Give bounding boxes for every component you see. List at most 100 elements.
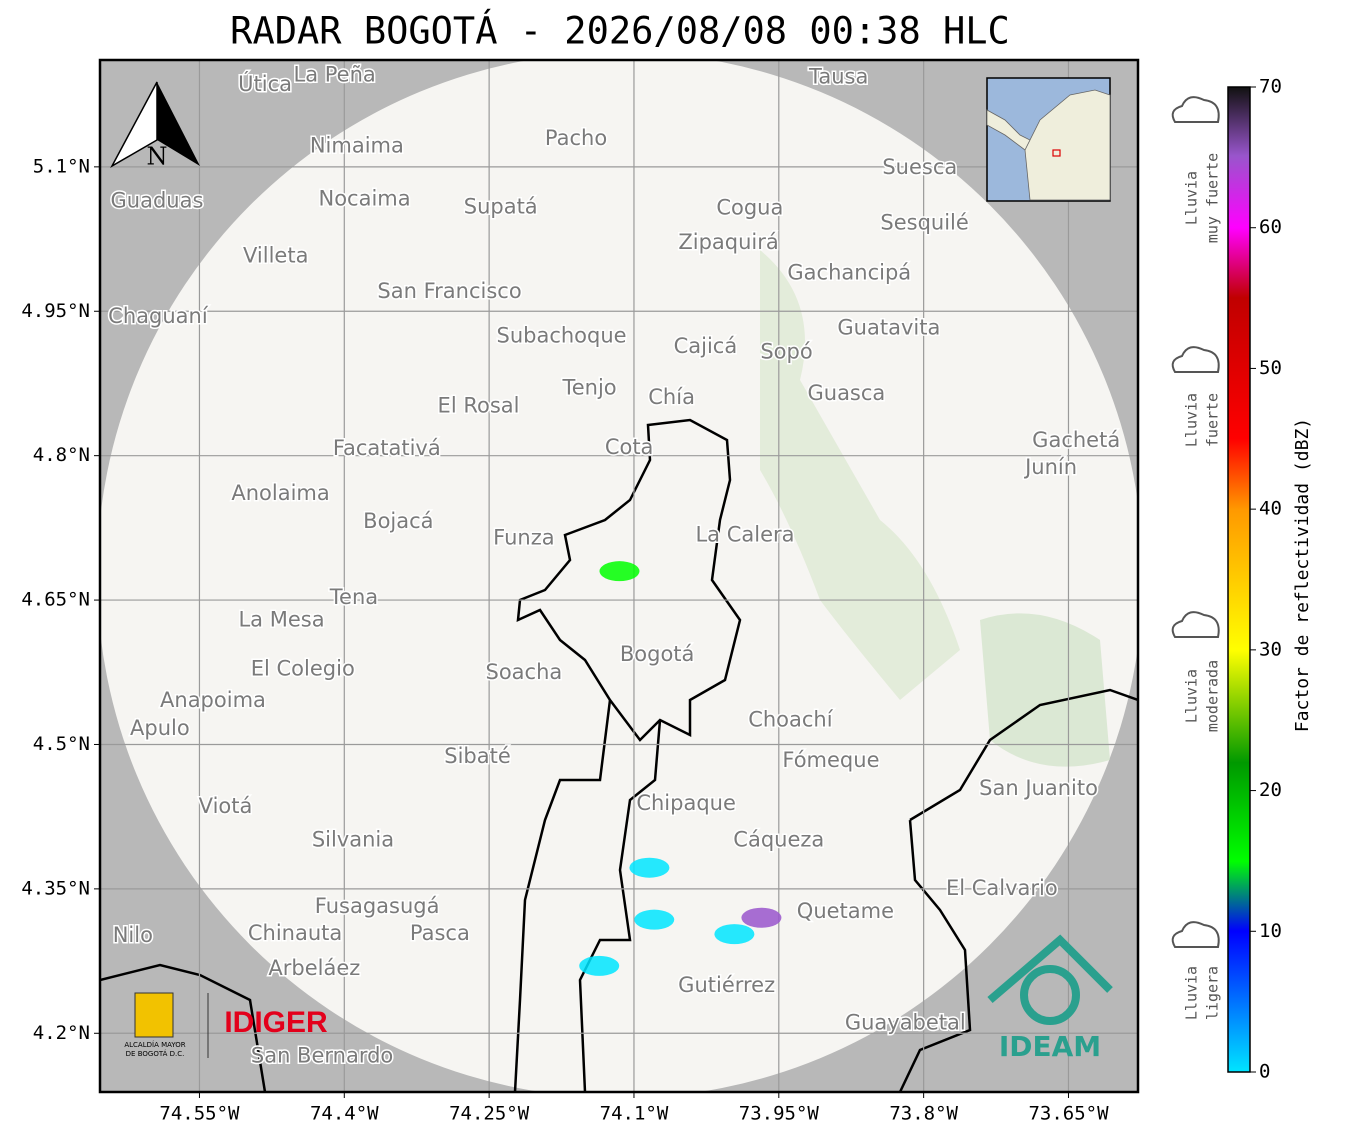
- place-label: Cogua: [716, 195, 783, 219]
- idiger-logo: IDIGER: [224, 1006, 328, 1039]
- colorbar-tick-label: 30: [1259, 638, 1282, 660]
- place-label: Apulo: [130, 716, 190, 740]
- place-label: Gachancipá: [787, 261, 911, 285]
- radar-echo: [579, 955, 620, 976]
- y-tick-label: 4.65°N: [21, 589, 90, 611]
- colorbar-tick-label: 70: [1259, 76, 1282, 98]
- place-label: Tenjo: [561, 375, 616, 399]
- place-label: Zipaquirá: [678, 230, 778, 254]
- rain-category-label: Lluvia: [1183, 393, 1201, 447]
- radar-echo: [714, 924, 755, 945]
- vegetation: [760, 250, 960, 700]
- radar-echo: [599, 561, 640, 582]
- colorbar: [1227, 86, 1251, 1073]
- place-label: Quetame: [797, 899, 894, 923]
- x-tick-label: 73.8°W: [889, 1103, 958, 1125]
- x-tick-label: 74.25°W: [449, 1103, 530, 1125]
- colorbar-tick-label: 20: [1259, 779, 1282, 801]
- place-label: Pacho: [545, 126, 607, 150]
- place-label: Fusagasugá: [315, 894, 440, 918]
- place-label: Villeta: [243, 243, 308, 267]
- place-label: Subachoque: [496, 323, 626, 347]
- colorbar-tick-label: 40: [1259, 498, 1282, 520]
- x-tick-label: 74.55°W: [159, 1103, 240, 1125]
- x-tick-label: 73.65°W: [1028, 1103, 1109, 1125]
- rain-category: Lluvia muy fuerte: [1171, 96, 1222, 243]
- radar-echo: [741, 907, 782, 928]
- ideam-logo: IDEAM: [999, 1030, 1101, 1063]
- place-label: La Peña: [294, 62, 376, 86]
- y-tick-label: 5.1°N: [33, 155, 90, 177]
- north-arrow-right: [157, 82, 200, 166]
- cloud-icon: [1171, 96, 1220, 123]
- y-tick-label: 4.8°N: [33, 444, 90, 466]
- rain-category-label: fuerte: [1204, 393, 1222, 447]
- place-label: Funza: [493, 525, 554, 549]
- x-tick-label: 74.1°W: [600, 1103, 669, 1125]
- rain-category: Lluvia ligera: [1171, 921, 1222, 1020]
- alcaldia-text: DE BOGOTÁ D.C.: [126, 1049, 185, 1058]
- north-label: N: [147, 143, 168, 171]
- place-label: Cajicá: [674, 334, 738, 358]
- district-border: [513, 699, 662, 1092]
- rain-category-label: Lluvia: [1183, 966, 1201, 1020]
- rain-category-label: Lluvia: [1183, 171, 1201, 225]
- inset-map: [986, 77, 1111, 202]
- inset-locator: [1052, 149, 1061, 157]
- rain-category-label: moderada: [1204, 660, 1222, 732]
- colorbar-tick-label: 0: [1259, 1061, 1270, 1083]
- rain-category-label: Lluvia: [1183, 669, 1201, 723]
- place-label: Nimaima: [310, 134, 404, 158]
- place-label: Gachetá: [1032, 428, 1120, 452]
- title: RADAR BOGOTÁ - 2026/08/08 00:38 HLC: [230, 9, 1010, 53]
- colorbar-label: Factor de reflectividad (dBZ): [1292, 418, 1313, 732]
- place-label: Sopó: [760, 340, 812, 364]
- place-label: Cáqueza: [733, 828, 824, 852]
- map: Útica La Peña Tausa Pacho Nimaima Guaduas Noca…: [100, 60, 1138, 1092]
- rain-category-label: ligera: [1204, 966, 1222, 1020]
- cloud-icon: [1171, 921, 1220, 948]
- radar-echo: [629, 857, 670, 878]
- place-label: La Mesa: [238, 607, 324, 631]
- place-label: Útica: [238, 71, 292, 96]
- place-label: Junín: [1023, 455, 1077, 479]
- department-border: [898, 688, 1138, 1092]
- y-tick-label: 4.95°N: [21, 300, 90, 322]
- place-label: Chipaque: [636, 791, 736, 815]
- place-label: La Calera: [695, 523, 794, 547]
- place-label: El Rosal: [438, 394, 520, 418]
- place-label: San Francisco: [377, 279, 521, 303]
- place-label: El Colegio: [251, 656, 355, 680]
- radar-echo: [634, 909, 675, 930]
- x-tick-label: 74.4°W: [310, 1103, 379, 1125]
- place-label: Gutiérrez: [678, 973, 775, 997]
- place-label: Guasca: [807, 381, 885, 405]
- map-frame: [98, 58, 1140, 1094]
- y-tick-label: 4.35°N: [21, 877, 90, 899]
- place-label: El Calvario: [946, 876, 1058, 900]
- place-label: Guaduas: [111, 189, 204, 213]
- inset-land: [986, 89, 1111, 201]
- place-label: Silvania: [312, 828, 394, 852]
- place-label: Supatá: [464, 194, 538, 218]
- alcaldia-shield: [134, 992, 174, 1038]
- cloud-icon: [1171, 346, 1220, 373]
- place-label: Facatativá: [333, 436, 441, 460]
- place-label: San Bernardo: [251, 1043, 393, 1067]
- north-arrow: N: [110, 81, 200, 171]
- place-label: Choachí: [748, 707, 834, 731]
- place-label: Pasca: [410, 921, 470, 945]
- colorbar-tick-label: 60: [1259, 216, 1282, 238]
- place-label: Viotá: [199, 794, 253, 818]
- rain-category: Lluvia moderada: [1171, 611, 1222, 732]
- place-label: Bogotá: [620, 642, 695, 666]
- place-label: San Juanito: [979, 776, 1098, 800]
- place-label: Anolaima: [231, 481, 329, 505]
- place-label: Chaguaní: [108, 304, 209, 328]
- place-label: Chía: [648, 385, 695, 409]
- place-label: Chinauta: [248, 921, 342, 945]
- place-label: Nocaima: [318, 187, 410, 211]
- place-label: Arbeláez: [268, 956, 360, 980]
- colorbar-tick-label: 50: [1259, 357, 1282, 379]
